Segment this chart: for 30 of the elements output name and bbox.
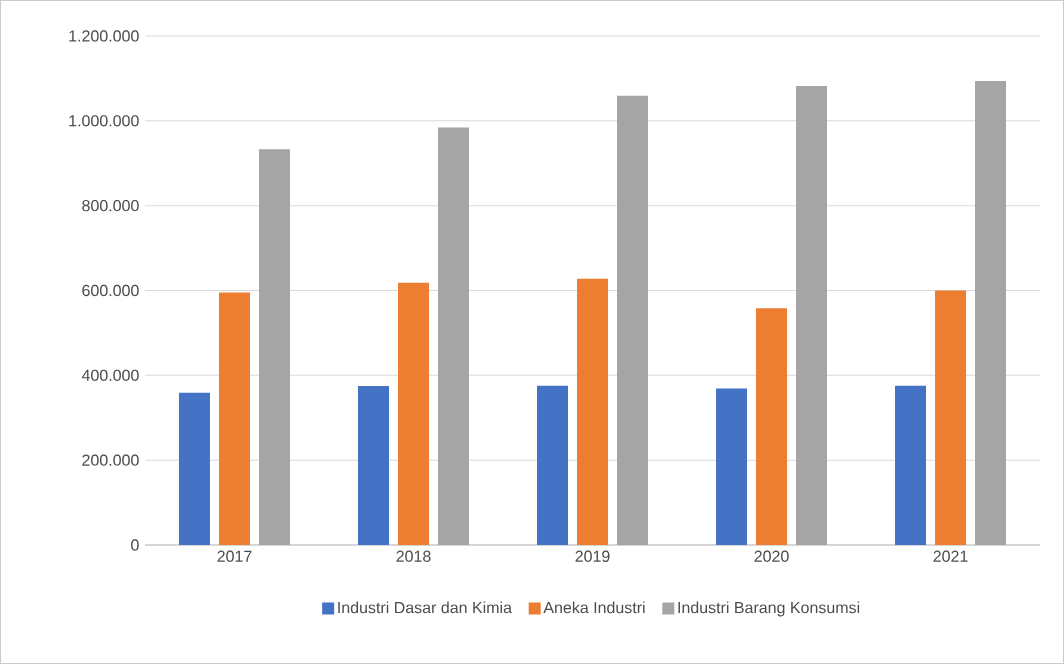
bar bbox=[398, 282, 429, 546]
y-tick-label: 200.000 bbox=[82, 454, 139, 466]
x-tick-label: 2020 bbox=[754, 550, 789, 562]
bar bbox=[935, 290, 967, 546]
bar bbox=[258, 149, 290, 546]
bar bbox=[438, 127, 469, 546]
legend-label: Industri Dasar dan Kimia bbox=[338, 601, 512, 614]
bar bbox=[537, 385, 569, 546]
y-tick-label: 0 bbox=[131, 539, 139, 551]
y-tick-label: 1.000.000 bbox=[69, 115, 139, 127]
y-tick-label: 600.000 bbox=[82, 284, 139, 297]
x-tick-label: 2021 bbox=[933, 550, 968, 562]
legend-label: Industri Barang Konsumsi bbox=[678, 601, 860, 617]
bar bbox=[895, 385, 927, 546]
bar bbox=[716, 388, 748, 546]
x-tick-label: 2017 bbox=[217, 550, 252, 562]
y-tick-label: 400.000 bbox=[81, 369, 139, 381]
bar bbox=[357, 385, 389, 546]
bar bbox=[975, 80, 1007, 546]
bar bbox=[577, 278, 609, 546]
x-tick-label: 2019 bbox=[575, 550, 610, 562]
y-tick-label: 800.000 bbox=[82, 200, 139, 212]
bar bbox=[617, 95, 649, 546]
x-tick-label: 2018 bbox=[396, 550, 431, 562]
y-tick-label: 1.200.000 bbox=[69, 30, 139, 42]
bar bbox=[756, 308, 788, 546]
legend-label: Aneka Industri bbox=[543, 601, 645, 614]
bar bbox=[218, 292, 250, 546]
bar bbox=[796, 86, 828, 546]
bar bbox=[178, 392, 210, 546]
